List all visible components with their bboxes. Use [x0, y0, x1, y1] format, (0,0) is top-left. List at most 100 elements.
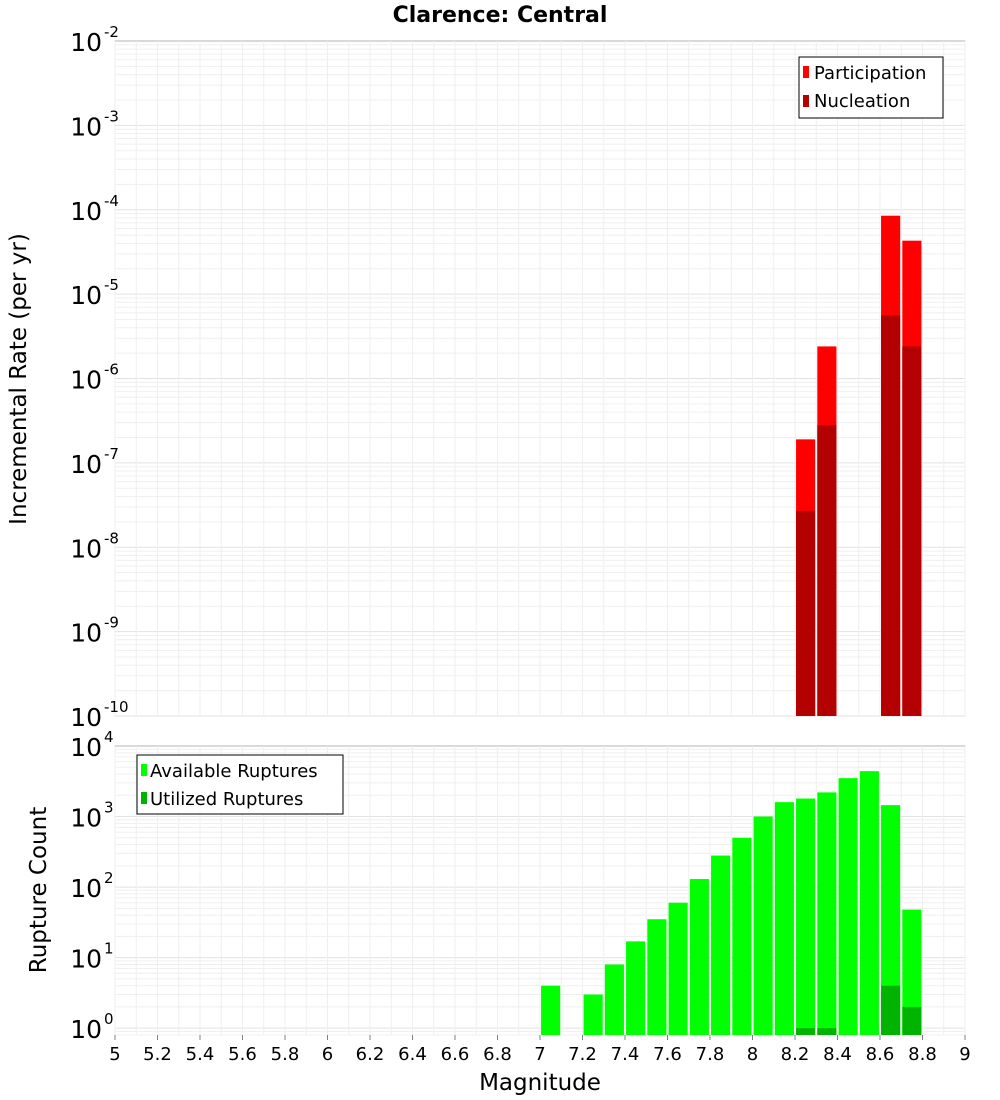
available-ruptures-bar: [604, 964, 624, 1035]
legend-swatch-nucleation: [803, 95, 809, 107]
y-tick-exponent: -8: [104, 529, 119, 547]
utilized-ruptures-bar: [817, 1028, 837, 1035]
available-ruptures-bar: [732, 837, 752, 1035]
y-tick-base: 10: [70, 450, 102, 479]
utilized-ruptures-bar: [796, 1028, 816, 1035]
y-tick-base: 10: [70, 281, 102, 310]
legend-swatch-participation: [803, 66, 809, 78]
available-ruptures-bar: [647, 919, 667, 1035]
x-tick-label: 9: [959, 1044, 970, 1065]
y-tick-base: 10: [70, 733, 102, 762]
legend-label-utilized: Utilized Ruptures: [150, 789, 303, 810]
y-tick-exponent: -3: [104, 107, 119, 125]
y-tick: 10 0: [70, 1010, 113, 1044]
legend-label-available: Available Ruptures: [150, 761, 318, 782]
y-tick: 10 -4: [70, 192, 119, 226]
x-tick-label: 7.8: [696, 1044, 725, 1065]
x-tick-label: 8.4: [823, 1044, 852, 1065]
x-tick-label: 8.8: [908, 1044, 937, 1065]
y-tick-exponent: -2: [104, 23, 119, 41]
rate-legend-box: [798, 56, 944, 119]
y-tick-base: 10: [70, 28, 102, 57]
y-tick-base: 10: [70, 703, 102, 732]
y-tick-base: 10: [70, 945, 102, 974]
x-tick-label: 8.6: [866, 1044, 895, 1065]
x-tick-label: 5: [109, 1044, 120, 1065]
y-tick: 10 -2: [70, 23, 119, 57]
y-tick-exponent: 2: [104, 869, 114, 887]
y-tick: 10 2: [70, 869, 113, 903]
y-tick-exponent: 1: [104, 940, 114, 958]
y-tick-base: 10: [70, 112, 102, 141]
y-tick-base: 10: [70, 804, 102, 833]
nucleation-bar: [796, 510, 816, 716]
x-tick-label: 5.2: [143, 1044, 172, 1065]
y-tick: 10 -10: [70, 698, 128, 732]
available-ruptures-bar: [626, 941, 646, 1035]
y-tick-base: 10: [70, 619, 102, 648]
x-tick-label: 7: [534, 1044, 545, 1065]
y-tick-exponent: -9: [104, 614, 119, 632]
utilized-ruptures-bar: [902, 1006, 922, 1035]
utilized-ruptures-bar: [881, 985, 901, 1035]
available-ruptures-bar: [774, 802, 794, 1035]
x-tick-label: 6.2: [356, 1044, 385, 1065]
rate-grid: [114, 41, 966, 717]
y-tick-exponent: -7: [104, 445, 119, 463]
rate-legend: Participation Nucleation: [798, 56, 944, 119]
y-tick-exponent: 0: [104, 1010, 114, 1028]
x-ticks: 5 5.2 5.4 5.6 5.8 6 6.2 6.4 6.6 6.8 7 7.2 7.4 7.6 7.8 8…: [109, 1035, 971, 1065]
chart-title: Clarence: Central: [393, 3, 608, 28]
x-tick-label: 7.6: [653, 1044, 682, 1065]
y-tick-base: 10: [70, 366, 102, 395]
available-ruptures-bar: [859, 771, 879, 1035]
legend-swatch-available: [141, 764, 147, 776]
available-ruptures-bar: [689, 879, 709, 1035]
y-tick: 10 -5: [70, 276, 119, 310]
count-y-axis-label: Rupture Count: [26, 807, 52, 973]
y-tick: 10 -7: [70, 445, 119, 479]
nucleation-bar: [817, 425, 837, 716]
y-tick: 10 -8: [70, 529, 119, 563]
y-tick-base: 10: [70, 1015, 102, 1044]
rate-bars: [796, 215, 922, 717]
available-ruptures-bar: [796, 798, 816, 1035]
x-tick-label: 8.2: [781, 1044, 810, 1065]
x-tick-label: 7.4: [611, 1044, 640, 1065]
y-tick-exponent: 4: [104, 728, 114, 746]
y-tick: 10 3: [70, 799, 113, 833]
nucleation-bar: [881, 315, 901, 716]
available-ruptures-bar: [541, 985, 561, 1035]
legend-swatch-utilized: [141, 792, 147, 804]
rate-y-axis-label: Incremental Rate (per yr): [6, 233, 32, 525]
available-ruptures-bar: [668, 902, 688, 1035]
nucleation-bar: [902, 346, 922, 716]
x-tick-label: 5.6: [228, 1044, 257, 1065]
x-tick-label: 6: [322, 1044, 333, 1065]
legend-label-participation: Participation: [814, 63, 926, 84]
x-tick-label: 6.4: [398, 1044, 427, 1065]
y-tick: 10 4: [70, 728, 113, 762]
x-tick-label: 8: [747, 1044, 758, 1065]
available-ruptures-bar: [583, 994, 603, 1035]
y-tick: 10 -6: [70, 361, 119, 395]
x-tick-label: 7.2: [568, 1044, 597, 1065]
y-tick-exponent: -10: [104, 698, 129, 716]
y-tick-base: 10: [70, 534, 102, 563]
y-tick: 10 -9: [70, 614, 119, 648]
available-ruptures-bar: [711, 855, 731, 1035]
count-legend: Available Ruptures Utilized Ruptures: [136, 754, 344, 815]
y-tick-exponent: -5: [104, 276, 119, 294]
available-ruptures-bar: [753, 816, 773, 1035]
y-tick-base: 10: [70, 874, 102, 903]
y-tick-exponent: -6: [104, 361, 119, 379]
x-tick-label: 6.6: [441, 1044, 470, 1065]
x-tick-label: 5.4: [186, 1044, 215, 1065]
x-tick-label: 5.8: [271, 1044, 300, 1065]
x-tick-label: 6.8: [483, 1044, 512, 1065]
